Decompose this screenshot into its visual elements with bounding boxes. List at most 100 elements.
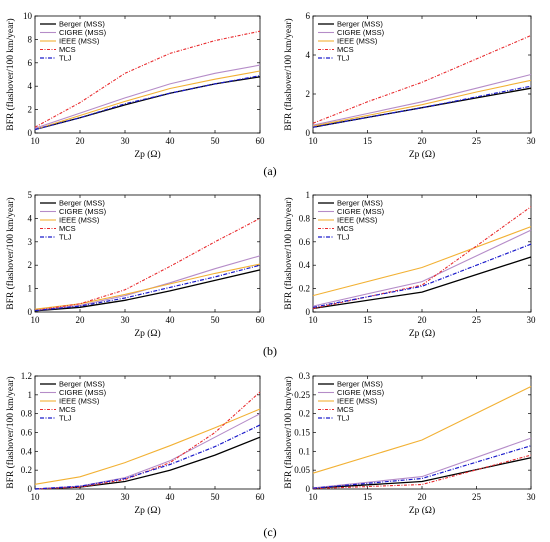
y-tick-label: 0.15 [294,428,310,438]
y-tick-label: 0 [28,128,33,138]
x-tick-label: 30 [527,492,537,502]
legend-label-ieee-mss: IEEE (MSS) [337,216,378,225]
series-line-ieee-mss [312,79,532,127]
legend-label-berger-mss: Berger (MSS) [337,380,383,389]
x-axis-label: Zp (Ω) [134,328,160,339]
y-axis-label: BFR (flashover/100 km/year) [5,376,16,488]
y-tick-label: 1 [28,390,33,400]
legend-label-ieee-mss: IEEE (MSS) [337,37,378,46]
y-tick-label: 0.2 [299,284,310,294]
y-tick-label: 5 [28,190,33,200]
x-axis-label: Zp (Ω) [134,149,160,160]
series-line-ieee-mss [312,226,532,297]
x-tick-label: 40 [166,492,176,502]
legend-label-berger-mss: Berger (MSS) [59,20,105,29]
legend-label-mcs: MCS [59,45,76,54]
x-axis-label: Zp (Ω) [409,328,435,339]
series-line-cigre-mss [312,73,532,126]
y-axis-label: BFR (flashover/100 km/year) [5,18,16,130]
row-label-a: (a) [263,164,276,178]
x-tick-label: 10 [309,492,319,502]
legend-label-mcs: MCS [59,405,76,414]
x-tick-label: 50 [211,136,221,146]
series-line-cigre-mss [34,255,261,311]
legend-label-berger-mss: Berger (MSS) [59,199,105,208]
series-line-tlj [312,243,532,308]
y-axis-label: BFR (flashover/100 km/year) [283,18,294,130]
legend-label-berger-mss: Berger (MSS) [59,380,105,389]
series-line-tlj [312,85,532,128]
y-tick-label: 0.6 [299,237,311,247]
x-tick-label: 25 [472,136,482,146]
x-tick-label: 20 [418,136,428,146]
x-tick-label: 50 [211,315,221,325]
y-tick-label: 6 [306,11,311,21]
y-tick-label: 0 [28,307,33,317]
series-line-berger-mss [312,87,532,128]
panel-b-right: 0 0.2 0.4 0.6 0.8 1 10 15 20 25 30 Zp (Ω) BFR (flash… [283,190,536,339]
y-tick-label: 4 [28,81,33,91]
y-tick-label: 0 [28,484,33,494]
x-tick-label: 20 [418,492,428,502]
x-tick-label: 30 [121,136,131,146]
x-tick-label: 60 [256,136,266,146]
legend-label-mcs: MCS [337,224,354,233]
y-tick-label: 0.05 [294,465,310,475]
legend-label-tlj: TLJ [337,54,350,63]
y-tick-label: 0.3 [299,371,311,381]
legend-label-mcs: MCS [59,224,76,233]
y-tick-label: 0.8 [21,409,33,419]
y-tick-label: 0.1 [299,446,310,456]
y-tick-label: 2 [306,89,311,99]
series-line-cigre-mss [34,413,261,490]
series-line-tlj [34,264,261,312]
series-line-mcs [312,206,532,310]
legend-label-mcs: MCS [337,45,354,54]
x-tick-label: 20 [76,492,86,502]
y-tick-label: 1 [28,284,33,294]
x-tick-label: 50 [211,492,221,502]
y-tick-label: 0.25 [294,390,310,400]
y-tick-label: 2 [28,260,33,270]
x-tick-label: 10 [309,136,319,146]
legend-label-cigre-mss: CIGRE (MSS) [337,388,385,397]
x-tick-label: 20 [76,315,86,325]
x-tick-label: 25 [472,492,482,502]
x-tick-label: 10 [31,492,41,502]
y-axis-label: BFR (flashover/100 km/year) [283,376,294,488]
y-tick-label: 8 [28,34,33,44]
x-tick-label: 15 [363,136,373,146]
legend-label-cigre-mss: CIGRE (MSS) [337,207,385,216]
series-line-cigre-mss [312,229,532,307]
x-tick-label: 20 [418,315,428,325]
y-tick-label: 1 [306,190,311,200]
row-label-b: (b) [263,344,277,358]
x-tick-label: 10 [31,315,41,325]
y-tick-label: 4 [28,213,33,223]
y-tick-label: 4 [306,50,311,60]
x-tick-label: 30 [121,492,131,502]
y-tick-label: 0 [306,128,311,138]
panel-a-left: 0 2 4 6 8 10 10 20 30 40 50 60 Zp (Ω) BFR (flashover/… [5,11,265,160]
x-tick-label: 15 [363,315,373,325]
series-line-mcs [34,30,261,128]
panel-b-left: 0 1 2 3 4 5 10 20 30 40 50 60 Zp (Ω) BFR (flashover/1… [5,190,265,339]
x-tick-label: 60 [256,315,266,325]
series-line-ieee-mss [34,70,261,131]
series-line-ieee-mss [34,263,261,310]
y-tick-label: 0.8 [299,213,311,223]
legend-label-ieee-mss: IEEE (MSS) [59,216,100,225]
y-tick-label: 2 [28,105,33,115]
legend-label-cigre-mss: CIGRE (MSS) [59,28,107,37]
series-line-cigre-mss [34,64,261,129]
series-line-tlj [34,75,261,131]
legend-label-cigre-mss: CIGRE (MSS) [59,388,107,397]
x-tick-label: 15 [363,492,373,502]
y-tick-label: 0.2 [21,465,32,475]
y-tick-label: 0 [306,307,311,317]
row-label-c: (c) [263,525,276,539]
series-line-berger-mss [34,436,261,490]
legend-label-berger-mss: Berger (MSS) [337,20,383,29]
legend-label-ieee-mss: IEEE (MSS) [59,37,100,46]
